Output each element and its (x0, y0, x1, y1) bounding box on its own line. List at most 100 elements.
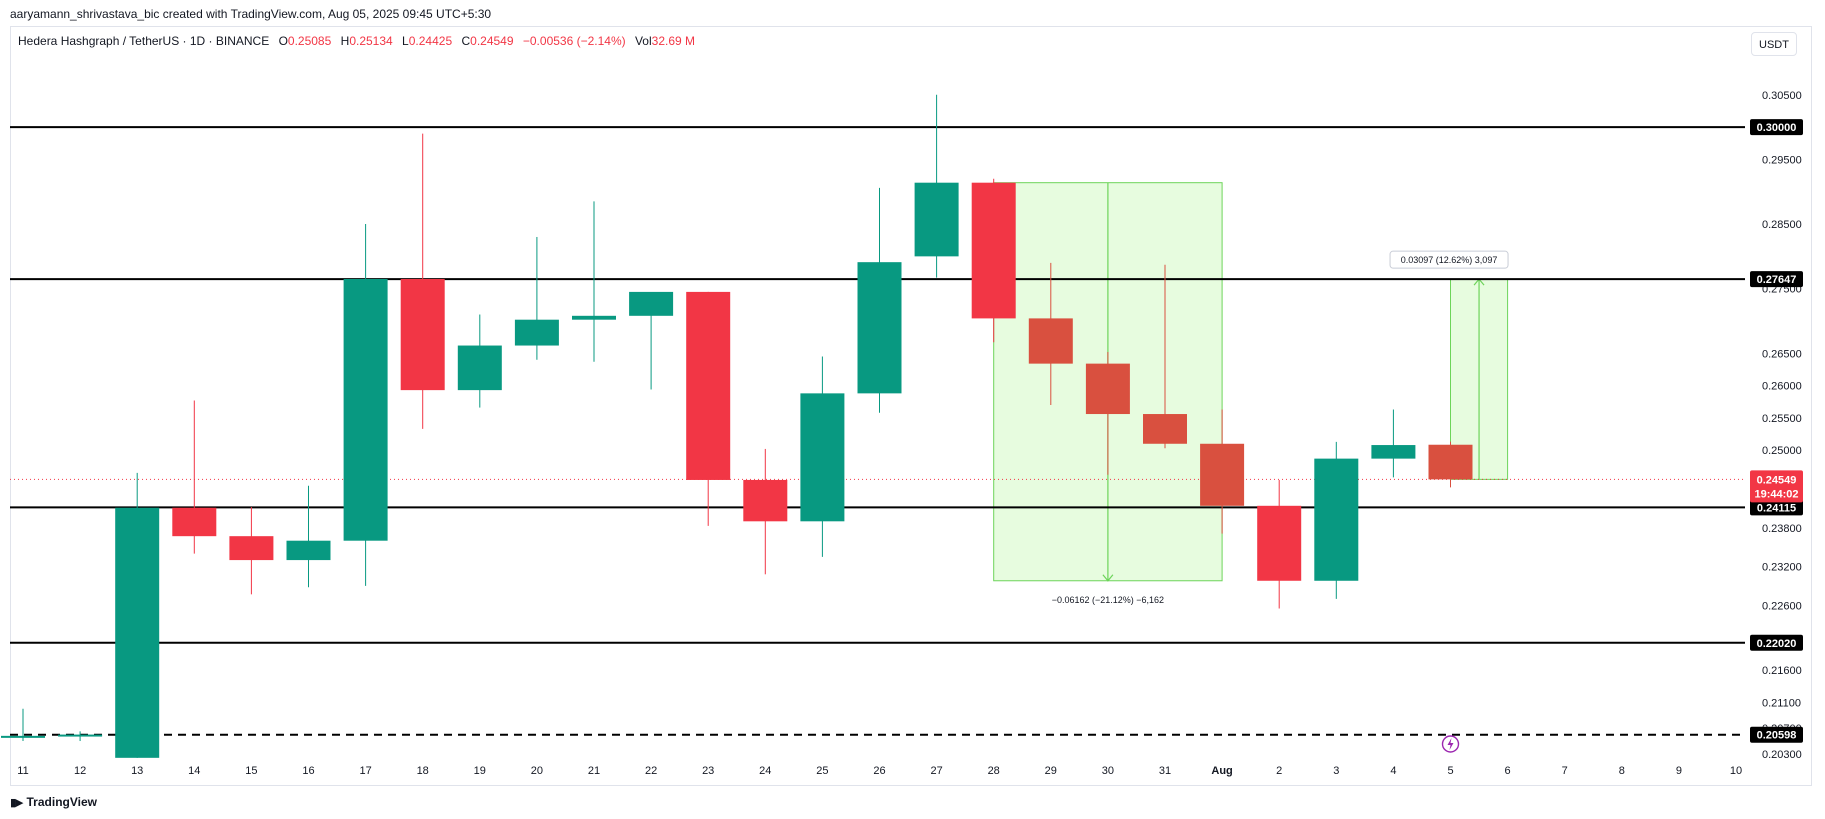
close-value: 0.24549 (470, 34, 514, 48)
date-axis-tick: 10 (1730, 765, 1742, 777)
price-axis-tick: 0.26000 (1762, 381, 1802, 393)
level-price-badge (1750, 499, 1803, 516)
date-axis-tick: 31 (1159, 765, 1171, 777)
date-axis-tick: 28 (988, 765, 1000, 777)
price-axis-tick: 0.20300 (1762, 749, 1802, 761)
date-axis-tick: 6 (1505, 765, 1511, 777)
price-axis-tick: 0.26500 (1762, 348, 1802, 360)
chart-frame (10, 26, 1812, 786)
date-axis-tick: Aug (1211, 765, 1232, 777)
level-price-label: 0.24115 (1757, 502, 1796, 514)
close-label: C (461, 34, 471, 48)
date-axis-tick: 26 (873, 765, 885, 777)
candle-body[interactable] (1085, 363, 1130, 415)
current-price-label: 0.24549 (1757, 474, 1797, 486)
candle-body[interactable] (1257, 505, 1302, 581)
open-value: 0.25085 (287, 34, 332, 48)
date-axis-tick: 13 (131, 765, 143, 777)
date-axis-tick: 12 (74, 765, 86, 777)
candle-body[interactable] (1143, 414, 1187, 444)
price-axis-tick: 0.21100 (1762, 697, 1801, 709)
candle-body[interactable] (686, 291, 731, 480)
candle-body[interactable] (400, 278, 445, 391)
candle-body[interactable] (914, 182, 959, 257)
candle-body[interactable] (629, 291, 674, 316)
level-price-badge (1750, 271, 1803, 288)
candle-body[interactable] (743, 479, 788, 522)
candle-body[interactable] (971, 182, 1016, 319)
candle-body[interactable] (1428, 444, 1473, 480)
date-axis-tick: 16 (302, 765, 314, 777)
level-price-label: 0.27647 (1757, 274, 1797, 286)
date-axis-tick: 2 (1276, 765, 1282, 777)
candle-body[interactable] (457, 345, 502, 391)
price-axis-tick: 0.23800 (1762, 523, 1802, 535)
candle-body[interactable] (115, 507, 160, 758)
date-axis-tick: 18 (417, 765, 429, 777)
candle-body[interactable] (58, 734, 103, 737)
symbol-title[interactable]: Hedera Hashgraph / TetherUS · 1D · BINAN… (18, 34, 270, 48)
date-axis-tick: 24 (759, 765, 771, 777)
level-price-badge (1750, 119, 1803, 136)
date-axis-tick: 30 (1102, 765, 1114, 777)
date-axis-tick: 5 (1447, 765, 1453, 777)
date-axis-tick: 8 (1619, 765, 1625, 777)
price-axis-tick: 0.21600 (1762, 665, 1802, 677)
currency-button[interactable]: USDT (1751, 32, 1797, 56)
chart-credit: aaryamann_shrivastava_bic created with T… (10, 7, 492, 21)
price-axis-tick: 0.22600 (1762, 600, 1802, 612)
level-price-badge (1750, 726, 1803, 743)
date-axis-tick: 9 (1676, 765, 1682, 777)
candle-body[interactable] (343, 278, 388, 541)
price-axis-tick: 0.25500 (1762, 413, 1802, 425)
measure-label: 0.03097 (12.62%) 3,097 (1401, 255, 1498, 265)
candle-body[interactable] (1, 735, 45, 738)
date-axis-tick: 17 (359, 765, 371, 777)
date-axis-tick: 22 (645, 765, 657, 777)
high-label: H (340, 34, 350, 48)
tradingview-icon: ▮▶ (10, 797, 23, 809)
candle-body[interactable] (1371, 445, 1416, 459)
date-axis-tick: 3 (1333, 765, 1339, 777)
low-label: L (402, 34, 409, 48)
candle-body[interactable] (514, 319, 559, 346)
price-axis-tick: 0.23200 (1762, 562, 1802, 574)
level-price-label: 0.30000 (1757, 122, 1797, 134)
change-value: −0.00536 (−2.14%) (522, 34, 626, 48)
date-axis-tick: 11 (17, 765, 28, 777)
lightning-icon[interactable] (1441, 735, 1460, 753)
high-value: 0.25134 (349, 34, 393, 48)
price-axis-tick: 0.25000 (1762, 445, 1802, 457)
date-axis-tick: 25 (816, 765, 828, 777)
date-axis-tick: 23 (702, 765, 714, 777)
measure-arrow-head (1102, 574, 1114, 582)
candle-body[interactable] (1028, 318, 1073, 364)
symbol-legend: Hedera Hashgraph / TetherUS · 1D · BINAN… (18, 34, 695, 48)
tradingview-logo[interactable]: ▮▶ TradingView (10, 795, 97, 809)
candle-body[interactable] (1314, 458, 1359, 581)
candle-body[interactable] (572, 315, 616, 320)
candle-body[interactable] (172, 507, 217, 537)
candle-body[interactable] (286, 540, 331, 561)
volume-value: 32.69 M (651, 34, 696, 48)
volume-label: Vol (634, 34, 652, 48)
price-axis-tick: 0.30500 (1762, 90, 1802, 102)
current-price-badge (1750, 470, 1803, 503)
candle-body[interactable] (800, 393, 845, 522)
price-axis-tick: 0.29500 (1762, 154, 1802, 166)
date-axis-tick: 15 (245, 765, 257, 777)
candle-body[interactable] (1200, 443, 1245, 506)
price-axis-tick: 0.28500 (1762, 219, 1802, 231)
lightning-bolt-glyph (1447, 738, 1454, 750)
tradingview-logo-text: TradingView (26, 795, 97, 809)
date-axis-tick: 19 (474, 765, 486, 777)
date-axis-tick: 14 (188, 765, 200, 777)
date-axis-tick: 7 (1562, 765, 1568, 777)
date-axis-tick: 4 (1390, 765, 1396, 777)
candle-body[interactable] (857, 262, 902, 394)
open-label: O (278, 34, 288, 48)
countdown-label: 19:44:02 (1754, 488, 1798, 500)
candle-body[interactable] (229, 536, 274, 561)
measure-label-box (1389, 250, 1509, 269)
